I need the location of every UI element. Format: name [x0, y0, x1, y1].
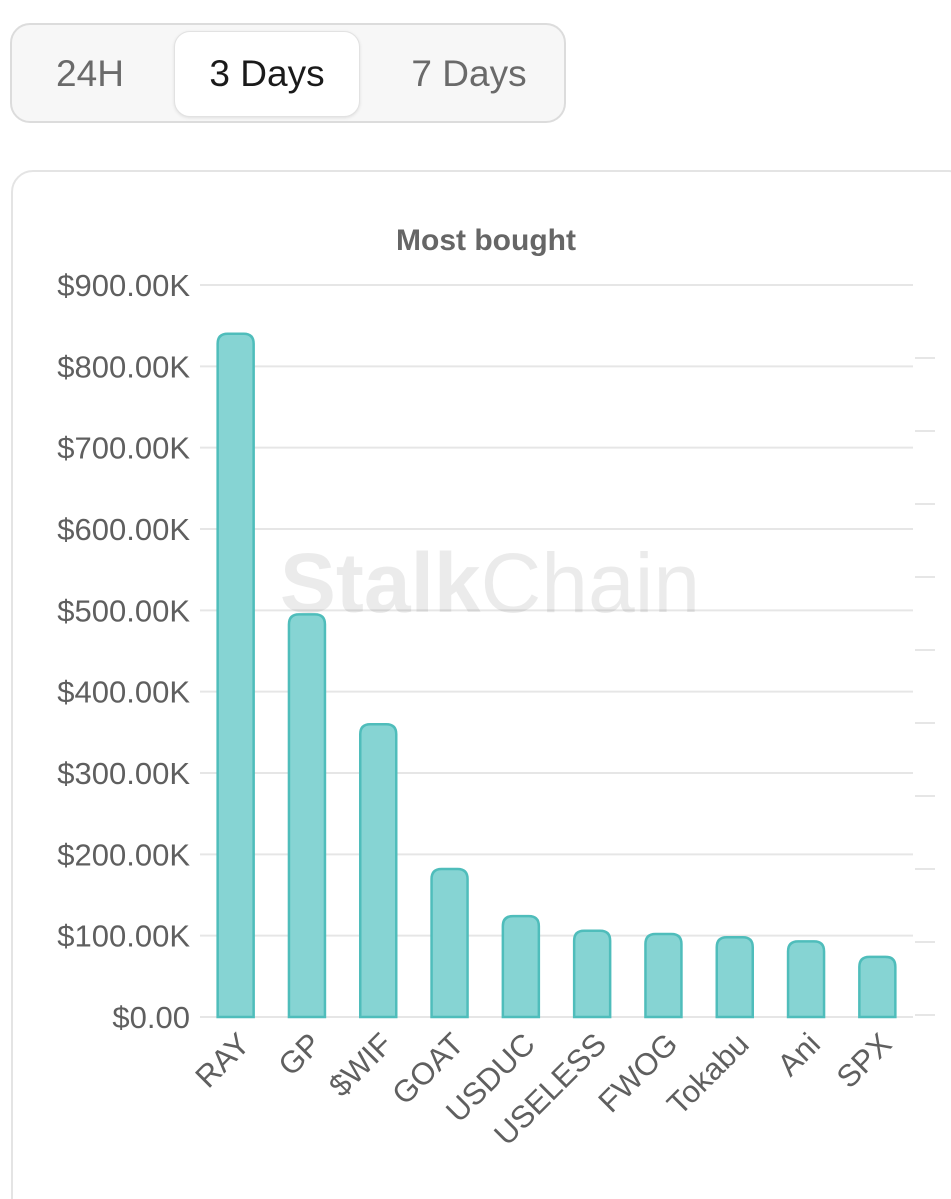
bar-ray[interactable]	[216, 332, 255, 1019]
tab-24h[interactable]: 24H	[56, 53, 124, 94]
bar-gp[interactable]	[287, 613, 327, 1019]
y-tick-label: $200.00K	[57, 837, 190, 872]
bar-tokabu[interactable]	[715, 936, 754, 1019]
time-range-tabs: 24H 3 Days 7 Days	[10, 23, 566, 123]
y-tick-label: $300.00K	[57, 756, 190, 791]
watermark-light: Chain	[481, 536, 700, 630]
y-tick-label: $500.00K	[57, 593, 190, 628]
watermark: StalkChain	[280, 536, 700, 630]
y-tick-label: $700.00K	[57, 431, 190, 466]
bars	[216, 332, 897, 1019]
y-tick-label: $900.00K	[57, 268, 190, 303]
right-edge-ticks	[915, 357, 935, 1016]
tab-3-days[interactable]: 3 Days	[174, 31, 360, 117]
bar-wif[interactable]	[359, 722, 398, 1019]
x-tick-label: Tokabu	[660, 1026, 755, 1121]
tab-7-days[interactable]: 7 Days	[411, 53, 527, 94]
svg-text:StalkChain: StalkChain	[280, 536, 700, 630]
y-tick-label: $800.00K	[57, 349, 190, 384]
x-tick-label: RAY	[188, 1026, 256, 1094]
y-tick-label: $0.00	[112, 1000, 190, 1035]
x-tick-label: SPX	[830, 1026, 899, 1095]
bar-useless[interactable]	[572, 929, 612, 1019]
y-axis-tick-labels: $0.00 $100.00K $200.00K $300.00K $400.00K $50…	[57, 268, 190, 1035]
x-tick-label: GP	[271, 1026, 327, 1082]
bar-ani[interactable]	[786, 940, 826, 1019]
bar-goat[interactable]	[430, 867, 469, 1019]
chart-title: Most bought	[396, 224, 576, 257]
bar-spx[interactable]	[858, 955, 897, 1019]
y-tick-label: $100.00K	[57, 919, 190, 954]
chart-card	[11, 170, 951, 1199]
y-tick-label: $400.00K	[57, 675, 190, 710]
x-tick-label: Ani	[771, 1026, 827, 1082]
x-tick-label: $WIF	[322, 1026, 399, 1103]
y-tick-label: $600.00K	[57, 512, 190, 547]
bar-usduc[interactable]	[501, 914, 541, 1019]
bar-fwog[interactable]	[644, 932, 683, 1019]
